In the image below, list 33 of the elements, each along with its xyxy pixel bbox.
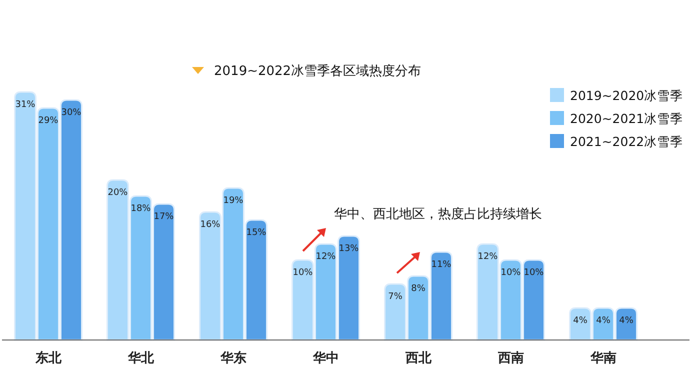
data-label: 29% [38, 116, 59, 126]
legend-label: 2019~2020冰雪季 [570, 88, 684, 103]
annotation: 华中、西北地区，热度占比持续增长 [334, 206, 542, 222]
data-label: 12% [316, 252, 336, 262]
data-label: 10% [500, 268, 522, 278]
data-label: 30% [61, 108, 82, 118]
data-label: 4% [573, 316, 588, 326]
x-tick-label: 华中 [312, 351, 339, 366]
x-tick-label: 西南 [496, 351, 524, 366]
legend-label: 2021~2022冰雪季 [570, 134, 684, 149]
legend-label: 2020~2021冰雪季 [570, 111, 684, 126]
data-label: 18% [130, 204, 152, 214]
data-label: 4% [619, 316, 634, 326]
data-label: 13% [338, 244, 360, 254]
x-tick-label: 华北 [126, 351, 155, 366]
x-tick-label: 西北 [404, 351, 432, 366]
data-label: 11% [431, 260, 452, 270]
data-label: 8% [411, 284, 426, 294]
data-label: 20% [108, 188, 128, 198]
data-label: 15% [246, 228, 267, 238]
data-label: 10% [292, 268, 314, 278]
data-label: 7% [388, 292, 403, 302]
data-label: 31% [15, 100, 36, 110]
data-label: 4% [596, 316, 611, 326]
data-label: 19% [223, 196, 244, 206]
x-tick-label: 华东 [219, 350, 246, 366]
x-tick-label: 东北 [34, 350, 62, 366]
data-label: 10% [524, 268, 544, 278]
x-tick-label: 华南 [589, 351, 616, 366]
data-label: 12% [478, 252, 498, 262]
data-label: 17% [154, 212, 174, 222]
data-label: 16% [200, 220, 221, 230]
chart-title: 2019~2022冰雪季各区域热度分布 [214, 63, 422, 79]
